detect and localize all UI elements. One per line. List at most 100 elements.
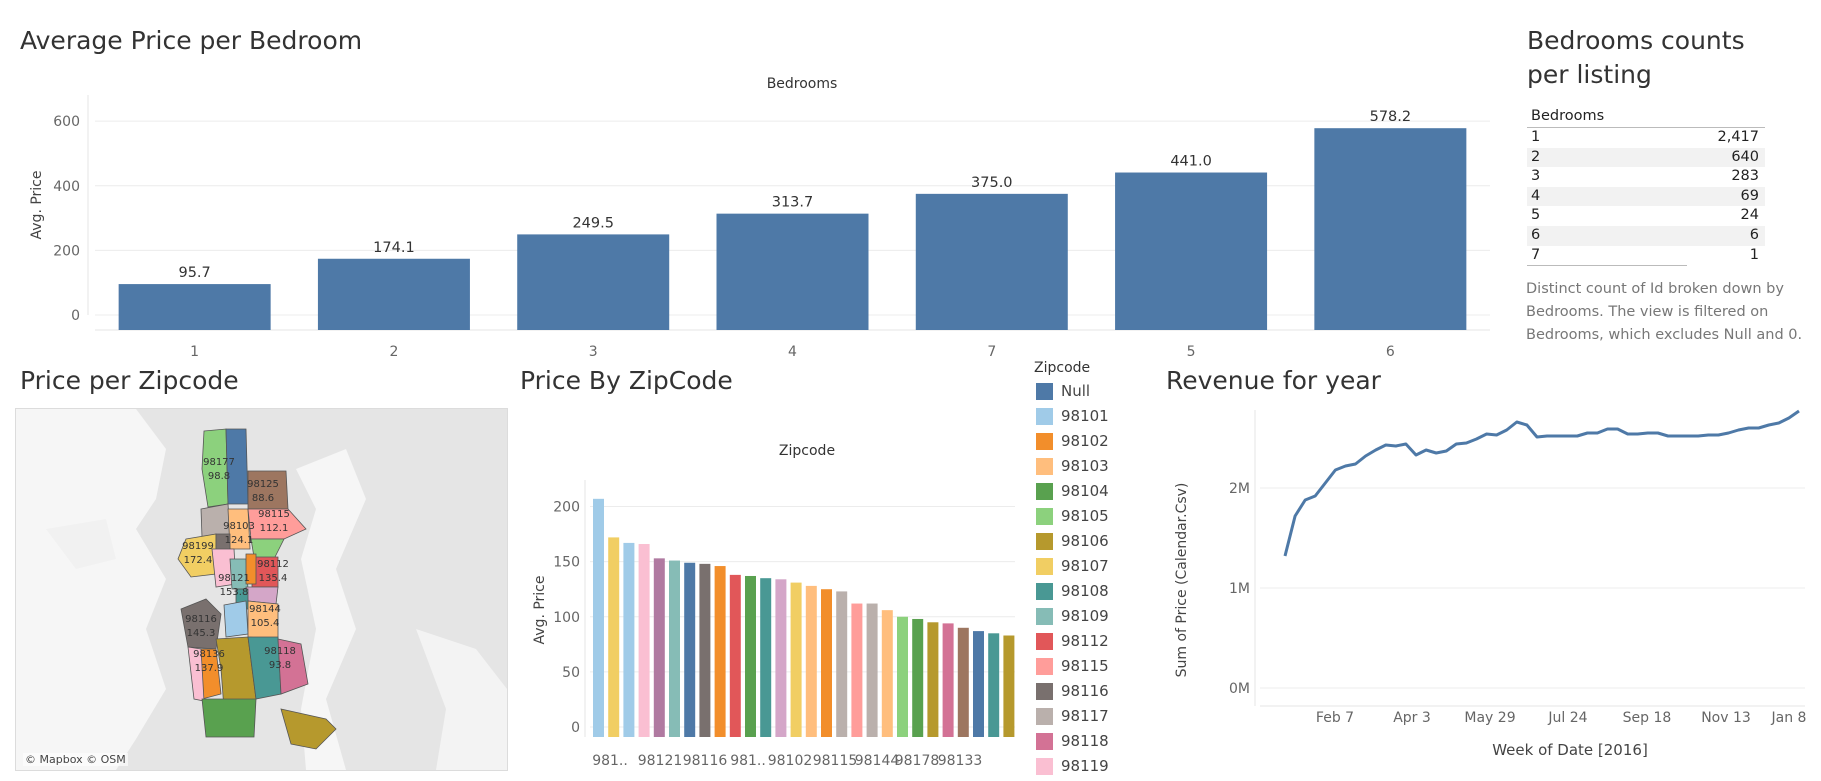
counts-table-row[interactable]: 4 69 [1527,186,1765,207]
zip-bar[interactable] [653,558,665,737]
zip-x-tick: 98144 [855,753,900,769]
rev-x-tick: Jul 24 [1547,710,1587,726]
zip-bar[interactable] [623,542,635,737]
water-east [416,629,507,770]
zip-bar[interactable] [593,498,604,737]
zip-bar[interactable] [1003,635,1015,737]
zip-bar-title: Price By ZipCode [520,366,733,395]
zip-bar[interactable] [897,616,908,737]
rev-x-tick: Apr 3 [1393,710,1431,726]
rev-x-tick: Feb 7 [1316,710,1354,726]
zipcode-map[interactable]: 98177 98.8 98125 88.6 98103 124.1 98115 112.1 98… [15,408,508,771]
zip-bar[interactable] [957,627,969,737]
zip-bar[interactable] [836,591,848,737]
bedroom-bar[interactable] [517,234,670,330]
legend-label: 98108 [1061,582,1109,600]
zip-bar[interactable] [866,603,878,737]
counts-table-row[interactable]: 3 283 [1527,167,1765,187]
zip-bar[interactable] [790,582,802,737]
bedroom-bar[interactable] [716,213,869,330]
bedroom-y-tick: 0 [71,308,80,324]
legend-label: 98105 [1061,507,1109,525]
bedroom-bar[interactable] [915,193,1068,330]
bedroom-x-tick: 6 [1386,344,1395,360]
legend-swatch [1036,558,1053,575]
bedroom-bar[interactable] [1115,172,1268,330]
counts-table-row[interactable]: 1 2,417 [1527,128,1765,148]
zip-region-value-label: 105.4 [251,618,280,629]
zip-bar[interactable] [881,610,893,737]
bedroom-x-tick: 1 [190,344,199,360]
zip-region-zip-label: 98125 [247,479,279,490]
bedroom-y-tick: 200 [53,243,80,259]
zip-chart-ylabel: Avg. Price [532,576,548,645]
rev-y-tick: 0M [1229,681,1250,697]
zip-bar[interactable] [927,622,939,737]
legend-swatch [1036,583,1053,600]
zip-bar[interactable] [608,537,620,737]
zip-region-shape[interactable] [201,428,229,508]
counts-table-count: 2,417 [1717,129,1759,145]
zip-region-shape[interactable] [180,598,222,650]
zip-bar[interactable] [775,579,787,737]
revenue-series-line[interactable] [1283,409,1800,557]
bedroom-bar[interactable] [317,258,470,330]
legend-title: Zipcode [1034,360,1091,376]
legend-label: 98101 [1061,407,1109,425]
zip-bar[interactable] [942,623,954,737]
zip-bar[interactable] [805,585,817,737]
zip-region-shape[interactable] [277,638,309,695]
zip-bar[interactable] [745,575,756,737]
zip-bar[interactable] [988,633,1000,737]
rev-x-tick: Jan 8 [1771,710,1807,726]
zip-region-zip-label: 98144 [249,604,281,615]
zip-y-tick: 200 [553,500,580,516]
bedroom-bar-label: 313.7 [772,195,814,211]
bedroom-x-tick: 3 [589,344,598,360]
zip-x-tick: 98178 [895,753,940,769]
zip-y-tick: 0 [571,720,580,736]
zip-bar[interactable] [699,563,711,737]
zip-region-shape[interactable] [177,533,217,578]
zip-bar[interactable] [684,562,696,737]
zip-bar[interactable] [912,618,924,737]
zip-bar[interactable] [669,560,680,737]
zip-x-tick: 98121 [638,753,683,769]
bedroom-x-tick: 7 [987,344,996,360]
zip-region-zip-label: 98112 [257,559,289,570]
zip-bar[interactable] [821,589,832,737]
counts-table-row[interactable]: 2 640 [1527,147,1765,168]
zip-region-value-label: 112.1 [260,523,289,534]
bedroom-bar[interactable] [1314,128,1467,330]
counts-table-header: Bedrooms [1531,108,1605,124]
zip-bar[interactable] [760,578,772,737]
legend-swatch [1036,458,1053,475]
zip-region-value-label: 93.8 [269,660,291,671]
counts-caption-line1: Distinct count of Id broken down by [1526,281,1784,297]
counts-caption: Distinct count of Id broken down by Bedr… [1526,278,1802,347]
zip-region-zip-label: 98121 [218,573,250,584]
zip-bar[interactable] [638,544,650,737]
zip-bar[interactable] [729,574,741,737]
legend-label: 98104 [1061,482,1109,500]
zip-region-shape[interactable] [223,600,249,638]
zip-bar[interactable] [973,631,984,737]
bedroom-bar[interactable] [118,284,271,330]
zip-region-shape[interactable] [280,708,337,750]
zip-bar[interactable] [851,603,863,737]
zip-region-shape[interactable] [247,508,307,540]
revenue-title: Revenue for year [1166,366,1381,395]
counts-title-line1: Bedrooms counts [1527,26,1745,55]
bedroom-price-chart: Bedrooms Avg. Price 0 200 400 600 95.7 1 174.… [29,76,1490,360]
zip-region-shape[interactable] [201,698,257,738]
zip-region-shape[interactable] [245,553,257,585]
legend-swatch [1036,683,1053,700]
legend-swatch [1036,733,1053,750]
zip-region-value-label: 172.4 [184,555,213,566]
zip-bar[interactable] [714,566,726,737]
legend-swatch [1036,483,1053,500]
legend-swatch [1036,508,1053,525]
counts-table-row[interactable]: 5 24 [1527,206,1765,226]
